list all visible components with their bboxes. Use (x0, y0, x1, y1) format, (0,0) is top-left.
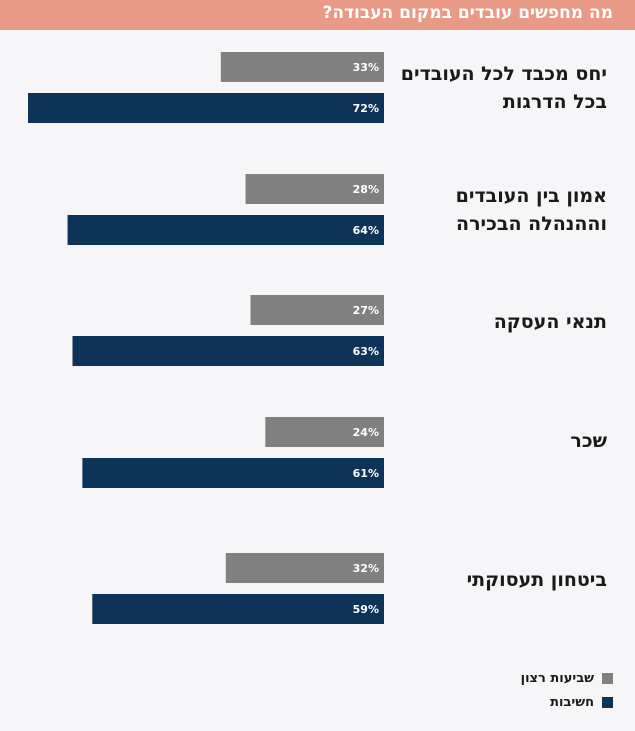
legend-swatch-importance (602, 697, 613, 708)
bar-label-importance-job-security: 59% (353, 603, 379, 616)
bar-importance-respect (28, 93, 384, 123)
bar-importance-employment-terms (72, 336, 384, 366)
category-label-trust: אמון בין העובדים וההנהלה הבכירה (455, 185, 607, 235)
bar-satisfaction-job-security (225, 553, 384, 583)
category-label-employment-terms: תנאי העסקה (493, 311, 607, 333)
bar-label-importance-respect: 72% (353, 102, 379, 115)
bar-label-satisfaction-respect: 33% (353, 61, 379, 74)
bar-importance-job-security (92, 594, 385, 624)
bar-label-satisfaction-trust: 28% (353, 183, 379, 196)
chart-title: מה מחפשים עובדים במקום העבודה? (322, 3, 613, 23)
legend-label-satisfaction: שביעות רצון (520, 671, 594, 686)
legend-swatch-satisfaction (602, 673, 613, 684)
chart-header: מה מחפשים עובדים במקום העבודה? (0, 0, 635, 30)
bar-satisfaction-trust (245, 174, 384, 204)
category-label-salary: שכר (570, 430, 607, 452)
bar-satisfaction-salary (265, 417, 384, 447)
legend-label-importance: חשיבות (550, 695, 594, 710)
bar-label-importance-trust: 64% (353, 224, 379, 237)
bar-label-importance-employment-terms: 63% (353, 345, 379, 358)
bar-importance-salary (82, 458, 384, 488)
category-label-job-security: ביטחון תעסוקתי (466, 569, 607, 591)
bar-label-satisfaction-job-security: 32% (353, 562, 379, 575)
category-label-respect: יחס מכבד לכל העובדים בכל הדרגות (400, 63, 607, 113)
bar-label-satisfaction-employment-terms: 27% (353, 304, 379, 317)
legend-item-importance: חשיבות (550, 695, 613, 710)
bar-satisfaction-respect (220, 52, 384, 82)
bar-label-satisfaction-salary: 24% (353, 426, 379, 439)
bar-importance-trust (67, 215, 385, 245)
bar-label-importance-salary: 61% (353, 467, 379, 480)
legend-item-satisfaction: שביעות רצון (521, 671, 613, 686)
bar-satisfaction-employment-terms (250, 295, 384, 325)
